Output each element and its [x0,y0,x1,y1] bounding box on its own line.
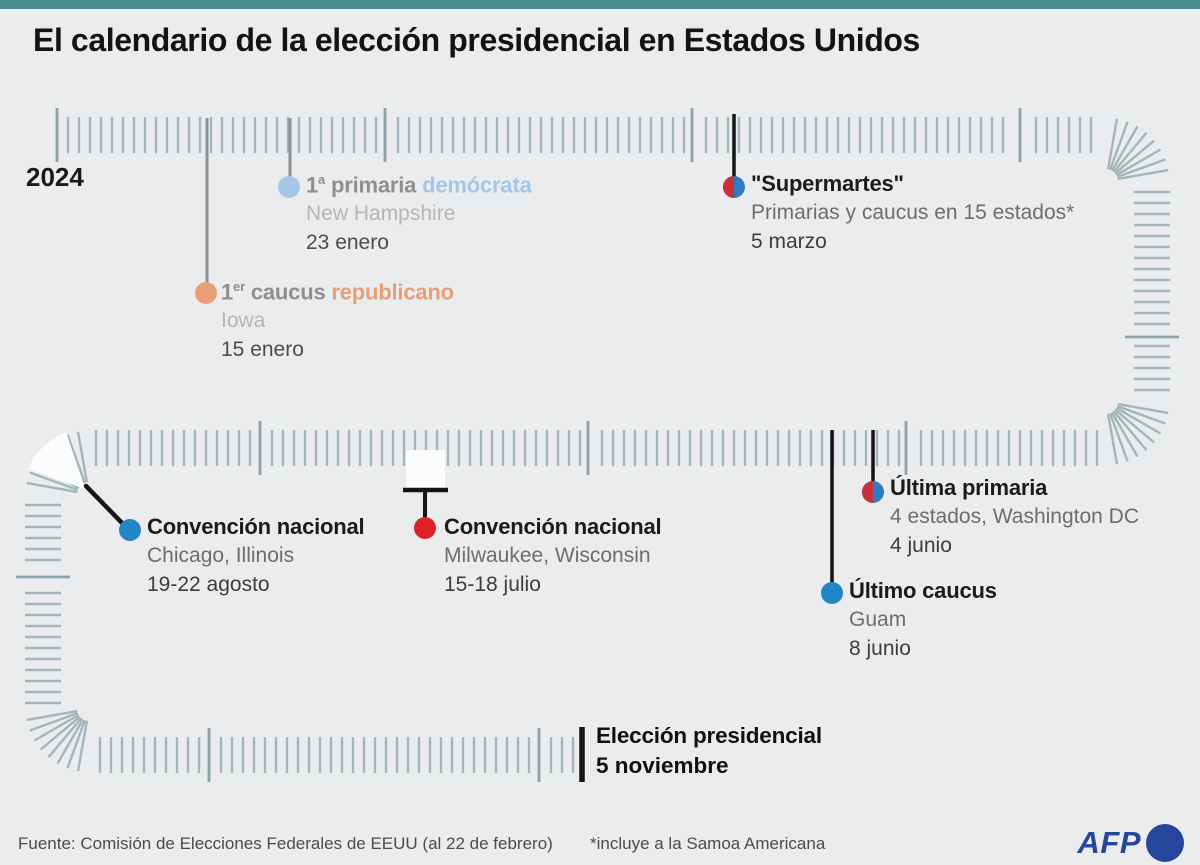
top-accent-bar [0,0,1200,9]
event-republican-convention: Convención nacional Milwaukee, Wisconsin… [444,514,662,596]
event-date: 15 enero [221,338,304,362]
dot-republican-convention [414,517,436,539]
dot-democratic-convention [119,519,141,541]
source-credit: Fuente: Comisión de Elecciones Federales… [18,834,553,853]
ruler-ticks [16,108,1179,782]
range-wedge-democratic-convention [28,432,85,489]
event-first-democratic-primary: 1a primaria demócrata New Hampshire 23 e… [306,173,532,253]
dot-super-tuesday-red-half [723,176,734,198]
afp-globe-icon [1146,824,1184,862]
event-date: 19-22 agosto [147,573,270,596]
event-dots [119,176,884,604]
event-title: "Supermartes" [751,171,904,196]
event-location: Iowa [221,309,266,333]
connector-lines [83,114,875,782]
event-presidential-election: Elección presidencial 5 noviembre [596,723,822,778]
range-markers [28,432,445,490]
afp-logo: AFP [1077,824,1184,862]
event-date: 23 enero [306,231,389,255]
afp-logo-text: AFP [1077,825,1141,860]
dot-first-republican-caucus [195,282,217,304]
event-last-caucus: Último caucus Guam 8 junio [849,578,997,660]
event-last-primary: Última primaria 4 estados, Washington DC… [890,475,1140,557]
event-date: 4 junio [890,534,952,557]
event-location: Primarias y caucus en 15 estados* [751,201,1075,224]
event-title: Último caucus [849,578,997,603]
dot-last-primary-red-half [862,481,873,503]
footnote: *incluye a la Samoa Americana [590,834,826,853]
year-label: 2024 [26,162,84,192]
event-date: 5 marzo [751,230,827,253]
event-title: Elección presidencial [596,723,822,748]
event-super-tuesday: "Supermartes" Primarias y caucus en 15 e… [751,171,1075,253]
event-date: 15-18 julio [444,573,541,596]
range-block-republican-convention [406,450,445,490]
event-date: 5 noviembre [596,752,729,778]
event-location: Guam [849,608,907,631]
event-title: Última primaria [890,475,1048,500]
event-title: Convención nacional [444,514,662,539]
event-location: Chicago, Illinois [147,544,295,567]
event-date: 8 junio [849,637,911,660]
event-location: New Hampshire [306,202,456,226]
page-title: El calendario de la elección presidencia… [33,22,920,58]
dot-last-caucus [821,582,843,604]
event-democratic-convention: Convención nacional Chicago, Illinois 19… [147,514,365,596]
event-first-republican-caucus: 1er caucus republicano Iowa 15 enero [221,280,454,360]
event-location: 4 estados, Washington DC [890,505,1140,528]
event-title: 1a primaria demócrata [306,172,532,198]
event-location: Milwaukee, Wisconsin [444,544,651,567]
event-title: Convención nacional [147,514,365,539]
dot-first-democratic-primary [278,176,300,198]
event-title: 1er caucus republicano [221,279,454,305]
